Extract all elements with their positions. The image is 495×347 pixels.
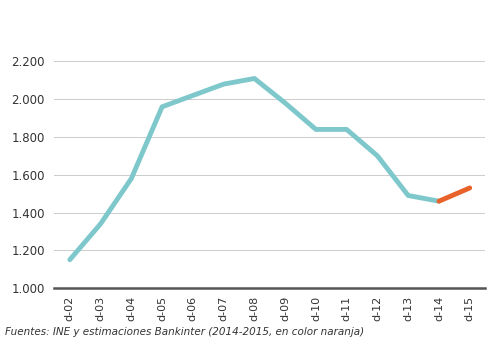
Text: 2: 2 bbox=[390, 9, 397, 19]
Text: ): ) bbox=[395, 15, 401, 30]
Text: Gráfico 8: Evolución estimada del precio (€ / m: Gráfico 8: Evolución estimada del precio… bbox=[6, 15, 406, 31]
Text: Fuentes: INE y estimaciones Bankinter (2014-2015, en color naranja): Fuentes: INE y estimaciones Bankinter (2… bbox=[5, 327, 364, 337]
